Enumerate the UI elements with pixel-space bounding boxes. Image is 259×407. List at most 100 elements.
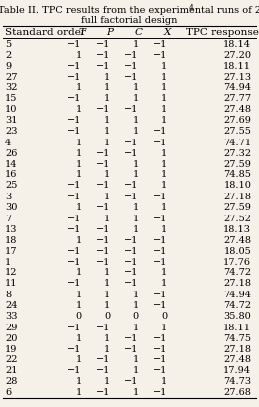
Text: 1: 1 [75, 105, 82, 114]
Text: 1: 1 [104, 279, 110, 288]
Text: 1: 1 [75, 171, 82, 179]
Text: 35.80: 35.80 [224, 312, 251, 321]
Text: 4: 4 [189, 4, 193, 13]
Text: 27.77: 27.77 [223, 94, 251, 103]
Text: 21: 21 [5, 366, 18, 375]
Text: C: C [135, 28, 142, 37]
Text: 1: 1 [5, 258, 11, 267]
Text: −1: −1 [67, 127, 82, 136]
Text: −1: −1 [67, 116, 82, 125]
Text: −1: −1 [153, 355, 167, 364]
Text: X: X [163, 28, 171, 37]
Text: 1: 1 [132, 225, 139, 234]
Text: 27.32: 27.32 [223, 149, 251, 158]
Text: −1: −1 [153, 214, 167, 223]
Text: −1: −1 [153, 40, 167, 49]
Text: 18.11: 18.11 [223, 62, 251, 71]
Text: 17: 17 [5, 247, 18, 256]
Text: −1: −1 [67, 182, 82, 190]
Text: −1: −1 [153, 138, 167, 147]
Text: −1: −1 [96, 51, 110, 60]
Text: TPC response: TPC response [186, 28, 259, 37]
Text: 1: 1 [104, 94, 110, 103]
Text: −1: −1 [67, 258, 82, 267]
Text: 1: 1 [161, 83, 167, 92]
Text: 1: 1 [132, 203, 139, 212]
Text: 27.68: 27.68 [223, 388, 251, 397]
Text: 25: 25 [5, 182, 18, 190]
Text: −1: −1 [153, 290, 167, 299]
Text: 1: 1 [132, 355, 139, 364]
Text: 27.52: 27.52 [223, 214, 251, 223]
Text: −1: −1 [124, 279, 139, 288]
Text: −1: −1 [124, 236, 139, 245]
Text: 74.94: 74.94 [223, 290, 251, 299]
Text: 1: 1 [75, 160, 82, 168]
Text: 1: 1 [161, 116, 167, 125]
Text: P: P [106, 28, 114, 37]
Text: −1: −1 [153, 334, 167, 343]
Text: −1: −1 [67, 323, 82, 332]
Text: 1: 1 [104, 214, 110, 223]
Text: 1: 1 [104, 377, 110, 386]
Text: 12: 12 [5, 268, 18, 278]
Text: 1: 1 [161, 377, 167, 386]
Text: −1: −1 [153, 192, 167, 201]
Text: −1: −1 [153, 258, 167, 267]
Text: 1: 1 [75, 334, 82, 343]
Text: 15: 15 [5, 94, 18, 103]
Text: −1: −1 [124, 182, 139, 190]
Text: 1: 1 [132, 94, 139, 103]
Text: −1: −1 [153, 345, 167, 354]
Text: −1: −1 [96, 388, 110, 397]
Text: −1: −1 [67, 214, 82, 223]
Text: 16: 16 [5, 171, 18, 179]
Text: 20: 20 [5, 334, 18, 343]
Text: 1: 1 [104, 72, 110, 81]
Text: 1: 1 [132, 301, 139, 310]
Text: −1: −1 [96, 182, 110, 190]
Text: −1: −1 [124, 258, 139, 267]
Text: −1: −1 [96, 40, 110, 49]
Text: 1: 1 [161, 323, 167, 332]
Text: 18.11: 18.11 [223, 323, 251, 332]
Text: 1: 1 [75, 377, 82, 386]
Text: −1: −1 [124, 51, 139, 60]
Text: 14: 14 [5, 160, 18, 168]
Text: −1: −1 [96, 258, 110, 267]
Text: −1: −1 [153, 388, 167, 397]
Text: −1: −1 [124, 247, 139, 256]
Text: −1: −1 [96, 323, 110, 332]
Text: 27.48: 27.48 [223, 236, 251, 245]
Text: 0: 0 [75, 312, 82, 321]
Text: 1: 1 [104, 334, 110, 343]
Text: 5: 5 [5, 40, 11, 49]
Text: 1: 1 [104, 345, 110, 354]
Text: 7: 7 [5, 214, 11, 223]
Text: 1: 1 [161, 105, 167, 114]
Text: −1: −1 [67, 94, 82, 103]
Text: −1: −1 [67, 345, 82, 354]
Text: 1: 1 [132, 160, 139, 168]
Text: 27.13: 27.13 [223, 72, 251, 81]
Text: 27.18: 27.18 [223, 192, 251, 201]
Text: −1: −1 [124, 149, 139, 158]
Text: −1: −1 [96, 149, 110, 158]
Text: 27: 27 [5, 72, 18, 81]
Text: −1: −1 [96, 62, 110, 71]
Text: 1: 1 [132, 171, 139, 179]
Text: 1: 1 [161, 182, 167, 190]
Text: 1: 1 [161, 171, 167, 179]
Text: 23: 23 [5, 127, 18, 136]
Text: 1: 1 [75, 268, 82, 278]
Text: 31: 31 [5, 116, 18, 125]
Text: 1: 1 [132, 366, 139, 375]
Text: 1: 1 [132, 214, 139, 223]
Text: 2: 2 [5, 51, 11, 60]
Text: −1: −1 [67, 192, 82, 201]
Text: 1: 1 [75, 51, 82, 60]
Text: 0: 0 [104, 312, 110, 321]
Text: 1: 1 [104, 301, 110, 310]
Text: 33: 33 [5, 312, 18, 321]
Text: 1: 1 [75, 290, 82, 299]
